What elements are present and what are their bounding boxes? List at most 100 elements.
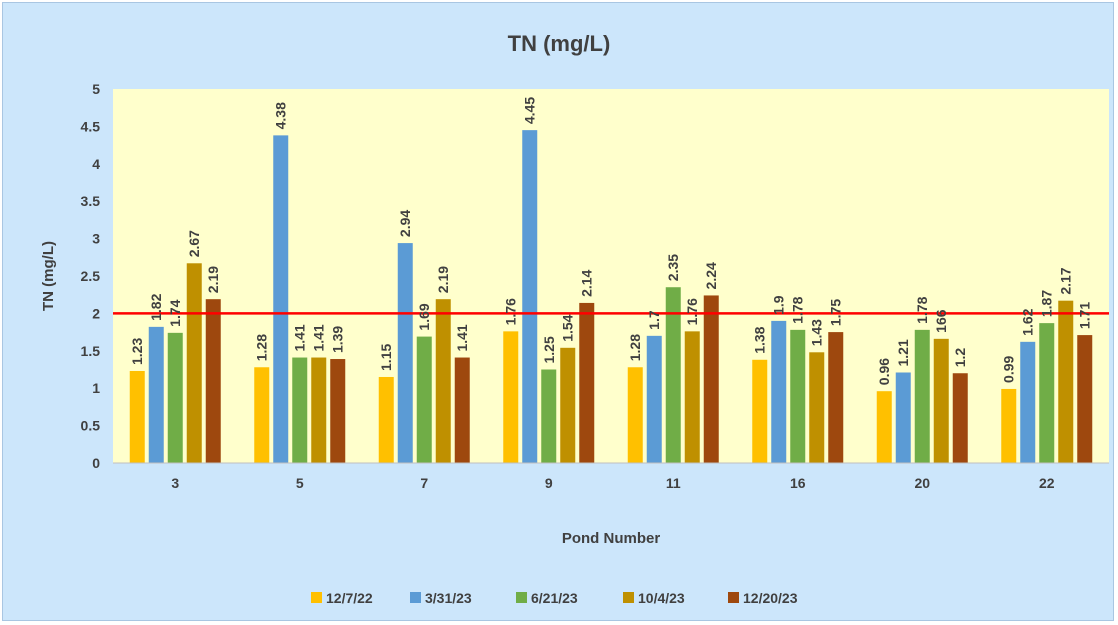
data-label: 2.67 bbox=[186, 230, 202, 257]
data-label: 1.41 bbox=[292, 324, 308, 351]
data-label: 1.78 bbox=[914, 296, 930, 323]
y-axis-title: TN (mg/L) bbox=[40, 241, 57, 311]
bar bbox=[809, 352, 825, 463]
y-tick-label: 5 bbox=[92, 81, 100, 97]
data-label: 1.41 bbox=[454, 324, 470, 351]
x-tick-label: 22 bbox=[1039, 475, 1055, 491]
data-label: 2.19 bbox=[205, 266, 221, 293]
bar bbox=[1058, 300, 1074, 463]
legend-swatch bbox=[311, 592, 322, 603]
data-label: 1.41 bbox=[311, 324, 327, 351]
bar bbox=[292, 357, 308, 463]
bar bbox=[254, 367, 270, 463]
bar bbox=[560, 347, 576, 463]
legend-swatch bbox=[728, 592, 739, 603]
data-label: 1.28 bbox=[627, 334, 643, 361]
data-label: 4.45 bbox=[522, 97, 538, 124]
x-tick-label: 11 bbox=[666, 475, 681, 491]
data-label: 1.23 bbox=[129, 338, 145, 365]
bar bbox=[876, 391, 892, 463]
bar bbox=[952, 373, 968, 463]
bar bbox=[914, 329, 930, 463]
data-label: 1.7 bbox=[646, 310, 662, 330]
x-tick-label: 7 bbox=[420, 475, 428, 491]
bar bbox=[522, 130, 538, 463]
x-tick-label: 3 bbox=[171, 475, 179, 491]
bar bbox=[665, 287, 681, 463]
data-label: 2.17 bbox=[1058, 267, 1074, 294]
y-tick-label: 0 bbox=[92, 455, 100, 471]
legend: 12/7/22 3/31/23 6/21/23 10/4/23 12/20/23 bbox=[311, 590, 798, 606]
data-label: 0.96 bbox=[876, 358, 892, 385]
bar bbox=[771, 320, 787, 463]
data-label: 1.39 bbox=[330, 326, 346, 353]
y-tick-label: 3.5 bbox=[81, 193, 101, 209]
data-label: 1.87 bbox=[1039, 290, 1055, 317]
data-label: 2.24 bbox=[703, 262, 719, 289]
data-label: 1.54 bbox=[560, 314, 576, 341]
bar bbox=[933, 338, 949, 463]
data-label: 1.21 bbox=[895, 339, 911, 366]
legend-label: 12/7/22 bbox=[326, 590, 373, 606]
legend-label: 12/20/23 bbox=[743, 590, 798, 606]
data-label: 1.78 bbox=[790, 296, 806, 323]
x-axis-title: Pond Number bbox=[562, 530, 660, 547]
data-label: 1.25 bbox=[541, 336, 557, 363]
legend-swatch bbox=[623, 592, 634, 603]
bar bbox=[435, 299, 451, 463]
data-label: 2.14 bbox=[579, 269, 595, 296]
bar bbox=[186, 263, 202, 463]
y-tick-label: 2.5 bbox=[81, 268, 101, 284]
data-label: 1.2 bbox=[952, 348, 968, 368]
legend-label: 6/21/23 bbox=[531, 590, 578, 606]
data-label: 2.94 bbox=[397, 210, 413, 237]
data-label: 0.99 bbox=[1001, 355, 1017, 382]
bar bbox=[646, 335, 662, 463]
tn-bar-chart: 0 0.5 1 1.5 2 2.5 3 3.5 4 4.5 5 3 5 7 9 11 16 20 22 1.23 1.… bbox=[40, 31, 1109, 606]
bar bbox=[205, 299, 221, 463]
y-tick-label: 2 bbox=[92, 305, 100, 321]
bar bbox=[167, 332, 183, 463]
data-label: 1.75 bbox=[828, 299, 844, 326]
data-label: 1.71 bbox=[1077, 302, 1093, 329]
x-tick-label: 20 bbox=[914, 475, 930, 491]
bar bbox=[703, 295, 719, 463]
data-label: 1.62 bbox=[1020, 308, 1036, 335]
bar bbox=[1077, 335, 1093, 463]
bar bbox=[129, 370, 145, 463]
data-label: 1.38 bbox=[752, 326, 768, 353]
bar bbox=[790, 329, 806, 463]
bar bbox=[454, 357, 470, 463]
data-label: 1.76 bbox=[503, 298, 519, 325]
bar bbox=[416, 336, 432, 463]
data-label: 166 bbox=[933, 309, 949, 333]
legend-label: 10/4/23 bbox=[638, 590, 685, 606]
legend-swatch bbox=[516, 592, 527, 603]
bar bbox=[148, 326, 164, 463]
bar bbox=[273, 135, 289, 463]
bar bbox=[627, 367, 643, 463]
data-label: 1.82 bbox=[148, 293, 164, 320]
y-tick-label: 4.5 bbox=[81, 118, 101, 134]
bar bbox=[579, 302, 595, 463]
y-tick-label: 1.5 bbox=[81, 343, 101, 359]
bar bbox=[541, 369, 557, 463]
data-label: 2.19 bbox=[435, 266, 451, 293]
bar bbox=[311, 357, 327, 463]
data-label: 1.43 bbox=[809, 319, 825, 346]
x-tick-label: 5 bbox=[296, 475, 304, 491]
y-tick-label: 4 bbox=[92, 156, 100, 172]
y-tick-label: 0.5 bbox=[81, 418, 101, 434]
data-label: 1.76 bbox=[684, 298, 700, 325]
data-label: 2.35 bbox=[665, 254, 681, 281]
x-tick-label: 9 bbox=[545, 475, 553, 491]
chart-title: TN (mg/L) bbox=[508, 31, 611, 56]
bar bbox=[330, 359, 346, 463]
data-label: 1.15 bbox=[378, 344, 394, 371]
bar bbox=[378, 376, 394, 463]
data-label: 4.38 bbox=[273, 102, 289, 129]
bar bbox=[684, 331, 700, 463]
bar bbox=[397, 243, 413, 463]
bar bbox=[1039, 323, 1055, 463]
